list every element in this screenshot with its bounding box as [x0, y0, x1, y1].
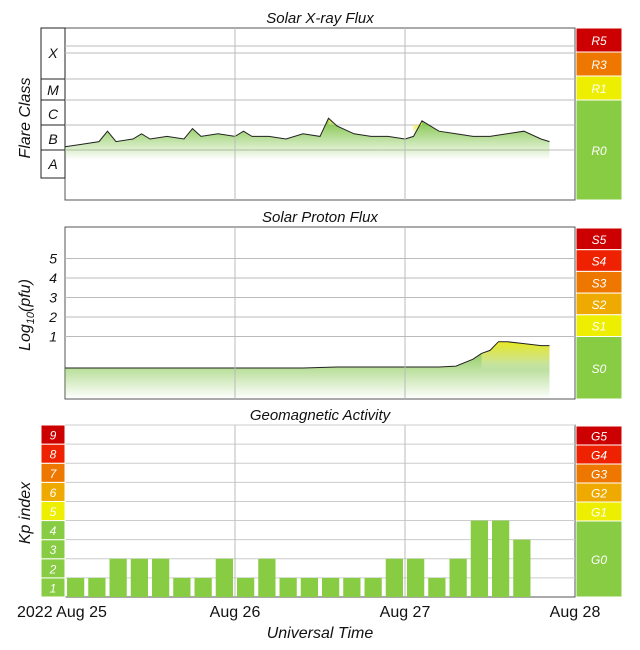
kp-bar — [279, 577, 297, 597]
xray-ylabel: Flare Class — [17, 78, 34, 159]
kp-ytick: 3 — [50, 543, 57, 557]
scale-level-label: R1 — [591, 82, 606, 96]
kp-bar — [513, 539, 531, 597]
scale-level-label: S2 — [592, 298, 607, 312]
kp-bar — [385, 558, 403, 597]
kp-ytick: 6 — [50, 486, 57, 500]
kp-ytick: 2 — [49, 562, 57, 576]
flare-class-label: A — [47, 156, 57, 172]
kp-bar — [492, 520, 510, 597]
kp-bar — [173, 577, 191, 597]
kp-bar — [194, 577, 212, 597]
proton-area — [65, 341, 550, 399]
x-axis-label: Universal Time — [267, 625, 374, 642]
kp-ytick: 5 — [50, 505, 57, 519]
date-label: 2022 Aug 25 — [17, 604, 107, 621]
scale-level-label: G0 — [591, 553, 607, 567]
kp-level-cell — [40, 424, 66, 445]
xray-plot-frame — [64, 27, 576, 201]
scale-cell — [575, 520, 623, 598]
scale-level-label: S3 — [592, 276, 607, 290]
geomag-title: Geomagnetic Activity — [250, 407, 392, 424]
scale-level-label: S1 — [592, 320, 607, 334]
kp-bar — [215, 558, 233, 597]
kp-bar — [428, 577, 446, 597]
proton-highlight — [481, 341, 550, 370]
kp-ytick: 4 — [50, 524, 57, 538]
scale-level-label: G3 — [591, 468, 607, 482]
scale-level-label: G1 — [591, 506, 607, 520]
kp-ytick: 7 — [50, 467, 58, 481]
scale-level-label: R3 — [591, 58, 607, 72]
flare-class-label: M — [47, 82, 59, 98]
kp-bar — [300, 577, 318, 597]
scale-cell — [575, 336, 623, 400]
scale-level-label: G4 — [591, 449, 607, 463]
proton-ylabel: Log10(pfu) — [17, 279, 37, 351]
geomag-ylabel: Kp index — [17, 481, 34, 544]
scale-level-label: S0 — [592, 362, 607, 376]
xray-line — [64, 117, 550, 148]
xray-title: Solar X-ray Flux — [266, 10, 374, 27]
kp-bar — [258, 558, 276, 597]
kp-bar — [152, 558, 170, 597]
kp-bar — [470, 520, 488, 597]
kp-bar — [88, 577, 106, 597]
proton-title: Solar Proton Flux — [262, 209, 378, 226]
scale-level-label: R0 — [591, 144, 607, 158]
proton-ytick: 3 — [49, 290, 57, 306]
xray-flare-highlight — [413, 120, 422, 137]
date-label: Aug 26 — [210, 604, 261, 621]
kp-ytick: 9 — [50, 429, 57, 443]
scale-level-label: R5 — [591, 34, 607, 48]
kp-bar — [343, 577, 361, 597]
scale-level-label: S5 — [592, 233, 607, 247]
kp-ytick: 1 — [50, 581, 57, 595]
scale-cell — [575, 99, 623, 201]
kp-bar — [109, 558, 127, 597]
scale-level-label: S4 — [592, 255, 607, 269]
proton-ytick: 4 — [49, 270, 57, 286]
proton-ytick: 5 — [49, 251, 57, 267]
flare-class-label: C — [48, 106, 59, 122]
proton-ytick: 1 — [49, 329, 57, 345]
kp-ytick: 8 — [50, 448, 57, 462]
xray-area — [65, 118, 550, 160]
kp-bar — [322, 577, 340, 597]
kp-bar — [364, 577, 382, 597]
kp-bar — [237, 577, 255, 597]
date-label: Aug 27 — [380, 604, 431, 621]
proton-ytick: 2 — [48, 309, 57, 325]
kp-bar — [130, 558, 148, 597]
flare-class-label: X — [47, 45, 58, 61]
xray-class-column — [40, 27, 66, 179]
kp-bar — [67, 577, 85, 597]
flare-class-label: B — [48, 131, 57, 147]
date-label: Aug 28 — [550, 604, 601, 621]
kp-bar — [407, 558, 425, 597]
scale-level-label: G5 — [591, 430, 607, 444]
scale-level-label: G2 — [591, 487, 607, 501]
kp-bar — [449, 558, 467, 597]
scale-cell — [575, 27, 623, 53]
